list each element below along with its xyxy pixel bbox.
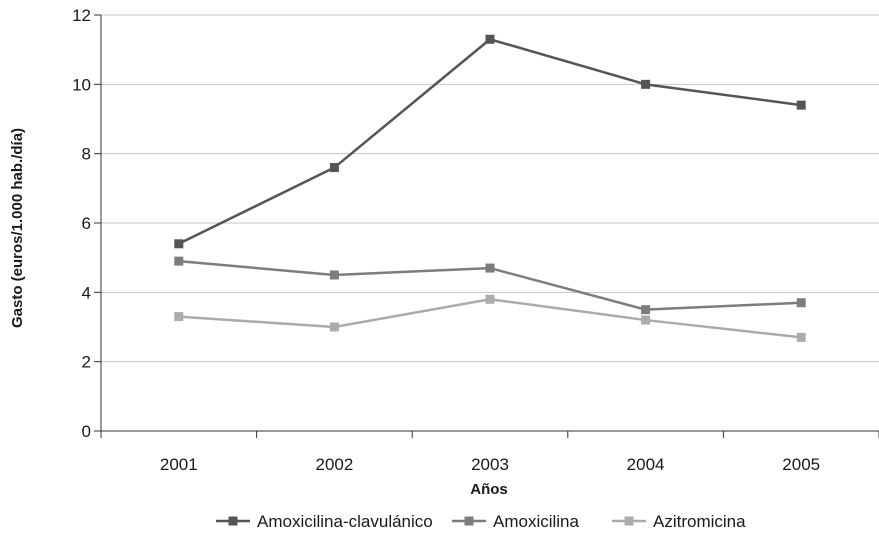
legend-label: Azitromicina [653,512,746,531]
legend: Amoxicilina-clavulánico Amoxicilina Azitro… [216,512,746,531]
y-tick-label: 8 [82,145,91,164]
data-point [796,298,806,308]
y-tick-label: 4 [82,283,91,302]
legend-item-1: Amoxicilina-clavulánico [216,512,433,531]
y-tick-label: 10 [72,75,91,94]
axes: 0 2 4 6 8 10 12 2001 2002 2003 2004 2005 [72,6,879,474]
series-2 [174,256,806,315]
gridlines [101,14,879,363]
data-point [329,163,339,173]
y-tick-label: 12 [72,6,91,25]
data-point [174,256,184,266]
legend-item-2: Amoxicilina [452,512,580,531]
x-tick-label: 2003 [471,455,509,474]
data-point [485,263,495,273]
legend-item-3: Azitromicina [612,512,746,531]
series-line [178,298,802,339]
legend-label: Amoxicilina-clavulánico [257,512,433,531]
data-point [641,305,651,315]
y-tick-label: 6 [82,214,91,233]
legend-marker [464,516,474,526]
data-point [329,322,339,332]
data-point [174,312,184,322]
series-lines [174,34,806,342]
x-tick-label: 2005 [782,455,820,474]
x-tick-label: 2001 [160,455,198,474]
x-tick-label: 2004 [627,455,665,474]
series-3 [174,294,806,342]
data-point [796,100,806,110]
y-tick-label: 2 [82,353,91,372]
x-tick-label: 2002 [315,455,353,474]
data-point [485,294,495,304]
data-point [641,315,651,325]
legend-marker [228,516,238,526]
legend-marker [624,516,634,526]
legend-label: Amoxicilina [493,512,580,531]
data-point [485,34,495,44]
series-1 [174,34,806,249]
x-axis-title: Años [470,481,508,498]
data-point [641,79,651,89]
y-axis-title: Gasto (euros/1.000 hab./día) [9,128,26,328]
data-point [796,332,806,342]
data-point [174,239,184,249]
y-tick-label: 0 [82,422,91,441]
data-point [329,270,339,280]
series-line [178,38,802,245]
